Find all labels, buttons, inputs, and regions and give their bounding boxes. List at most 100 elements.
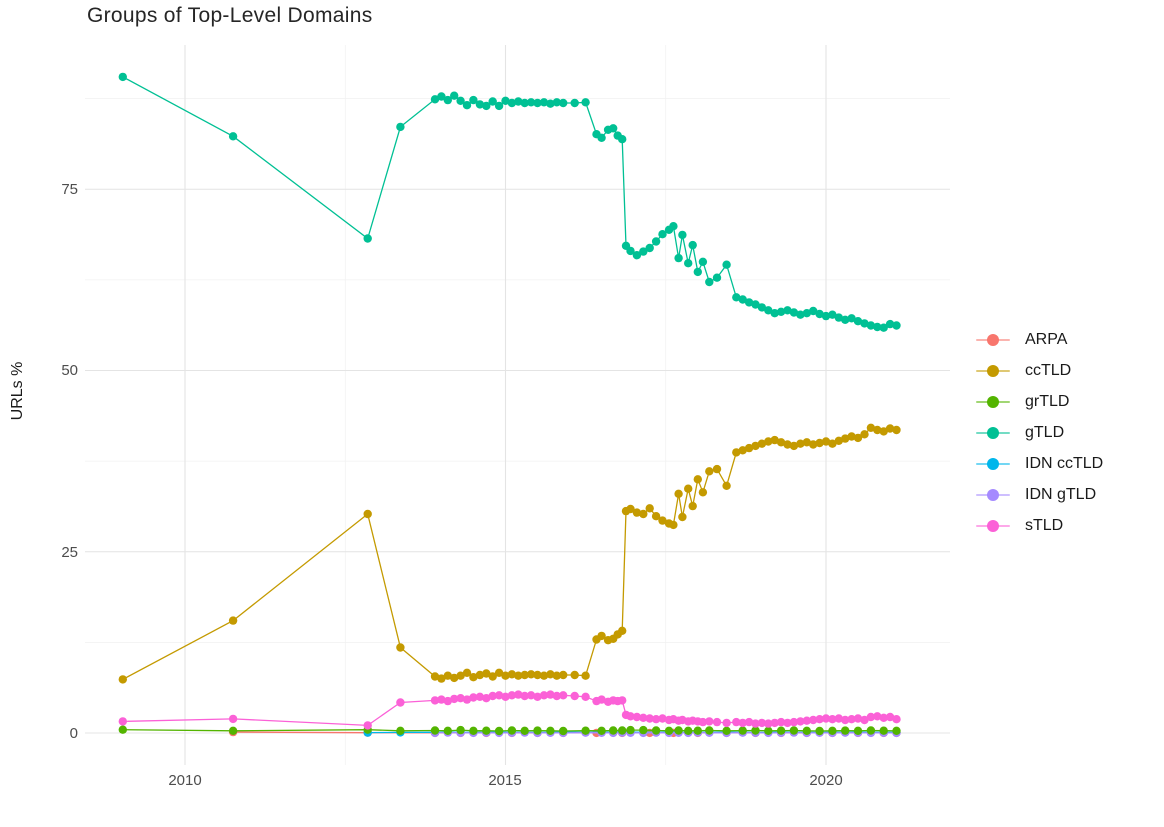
data-point-ccTLD [450, 673, 459, 683]
data-point-ccTLD [552, 671, 561, 680]
data-point-gTLD [520, 98, 529, 108]
data-point-sTLD [396, 698, 405, 707]
data-point-ccTLD [764, 437, 773, 446]
data-point-ccTLD [228, 616, 238, 625]
data-point-ccTLD [475, 670, 485, 680]
data-point-sTLD [885, 712, 895, 722]
data-point-grTLD [684, 726, 693, 735]
data-point-ccTLD [118, 675, 128, 684]
series-line-ccTLD [122, 427, 897, 680]
data-point-sTLD [705, 717, 714, 726]
data-point-grTLD [507, 726, 517, 735]
data-point-sTLD [738, 718, 747, 728]
data-point-ccTLD [674, 489, 683, 498]
data-point-gTLD [514, 97, 523, 106]
data-point-grTLD [892, 726, 901, 735]
data-point-grTLD [546, 726, 555, 735]
data-point-ccTLD [892, 425, 901, 435]
data-point-gTLD [892, 321, 901, 330]
y-tick-label-50: 50 [61, 362, 78, 379]
data-point-ccTLD [430, 672, 440, 681]
data-point-sTLD [488, 691, 497, 701]
data-point-sTLD [533, 692, 542, 701]
data-point-sTLD [722, 718, 731, 728]
data-point-ccTLD [834, 436, 843, 445]
data-point-sTLD [796, 717, 805, 726]
data-point-ccTLD [783, 440, 792, 449]
cctld-key-icon [976, 364, 1010, 377]
data-point-grTLD [533, 726, 542, 735]
data-point-ccTLD [744, 443, 754, 453]
data-point-gTLD [770, 309, 779, 318]
y-axis-title: URLs % [9, 361, 26, 421]
data-point-ccTLD [669, 520, 678, 530]
data-point-ccTLD [632, 508, 642, 517]
data-point-sTLD [809, 715, 818, 725]
data-point-grTLD [776, 726, 786, 735]
data-point-ccTLD [456, 671, 465, 680]
data-point-grTLD [228, 726, 238, 735]
series-line-gTLD [122, 76, 897, 329]
data-point-grTLD [626, 725, 635, 735]
y-tick-label-75: 75 [61, 181, 78, 198]
data-point-ccTLD [501, 671, 510, 680]
data-point-gTLD [815, 309, 824, 319]
legend-item-cctld: ccTLD [976, 355, 1103, 386]
data-point-sTLD [526, 691, 536, 700]
data-point-grTLD [789, 726, 799, 735]
data-point-gTLD [789, 308, 799, 317]
data-point-gTLD [437, 92, 446, 101]
data-point-sTLD [494, 691, 504, 700]
data-point-sTLD [539, 691, 549, 700]
data-point-gTLD [526, 98, 536, 107]
data-point-sTLD [658, 714, 667, 723]
data-point-grTLD [853, 726, 863, 735]
data-point-grTLD [866, 726, 876, 735]
data-point-gTLD [494, 101, 504, 111]
data-point-sTLD [632, 712, 642, 722]
data-point-ccTLD [539, 671, 549, 680]
data-point-gTLD [751, 300, 760, 309]
data-point-grTLD [639, 725, 648, 735]
data-point-gTLD [853, 317, 863, 326]
data-point-ccTLD [514, 671, 523, 680]
data-point-grTLD [581, 726, 590, 735]
idn-cctld-key-icon [976, 457, 1010, 470]
data-point-ccTLD [469, 673, 478, 682]
data-point-ccTLD [626, 504, 635, 514]
y-tick-label-0: 0 [69, 725, 78, 742]
legend-item-idn-cctld: IDN ccTLD [976, 448, 1103, 479]
data-point-grTLD [693, 726, 702, 735]
data-point-ccTLD [684, 484, 693, 493]
data-point-sTLD [892, 715, 901, 724]
legend-label: ccTLD [1025, 361, 1072, 379]
data-point-sTLD [698, 717, 708, 727]
data-point-sTLD [834, 714, 843, 723]
data-point-gTLD [722, 260, 731, 269]
data-point-grTLD [482, 726, 491, 735]
data-point-gTLD [698, 257, 708, 266]
data-point-ccTLD [570, 670, 579, 680]
data-point-sTLD [437, 695, 446, 704]
legend-item-grtld: grTLD [976, 386, 1103, 417]
data-point-sTLD [228, 714, 238, 724]
data-point-grTLD [118, 725, 128, 734]
data-point-grTLD [705, 726, 714, 735]
data-point-ccTLD [722, 481, 731, 490]
data-point-ccTLD [789, 441, 799, 451]
data-point-gTLD [363, 234, 372, 243]
data-point-ccTLD [698, 488, 708, 497]
data-point-ccTLD [462, 668, 472, 677]
data-point-ccTLD [809, 440, 818, 449]
data-point-grTLD [396, 726, 405, 735]
data-point-ccTLD [866, 423, 876, 432]
data-point-gTLD [705, 277, 714, 287]
data-point-gTLD [757, 303, 767, 312]
legend-label: grTLD [1025, 392, 1070, 410]
data-point-gTLD [744, 298, 754, 307]
data-point-gTLD [764, 306, 773, 315]
data-point-sTLD [581, 692, 590, 701]
data-point-gTLD [885, 319, 895, 329]
data-point-sTLD [828, 715, 837, 724]
arpa-key-icon [976, 333, 1010, 346]
